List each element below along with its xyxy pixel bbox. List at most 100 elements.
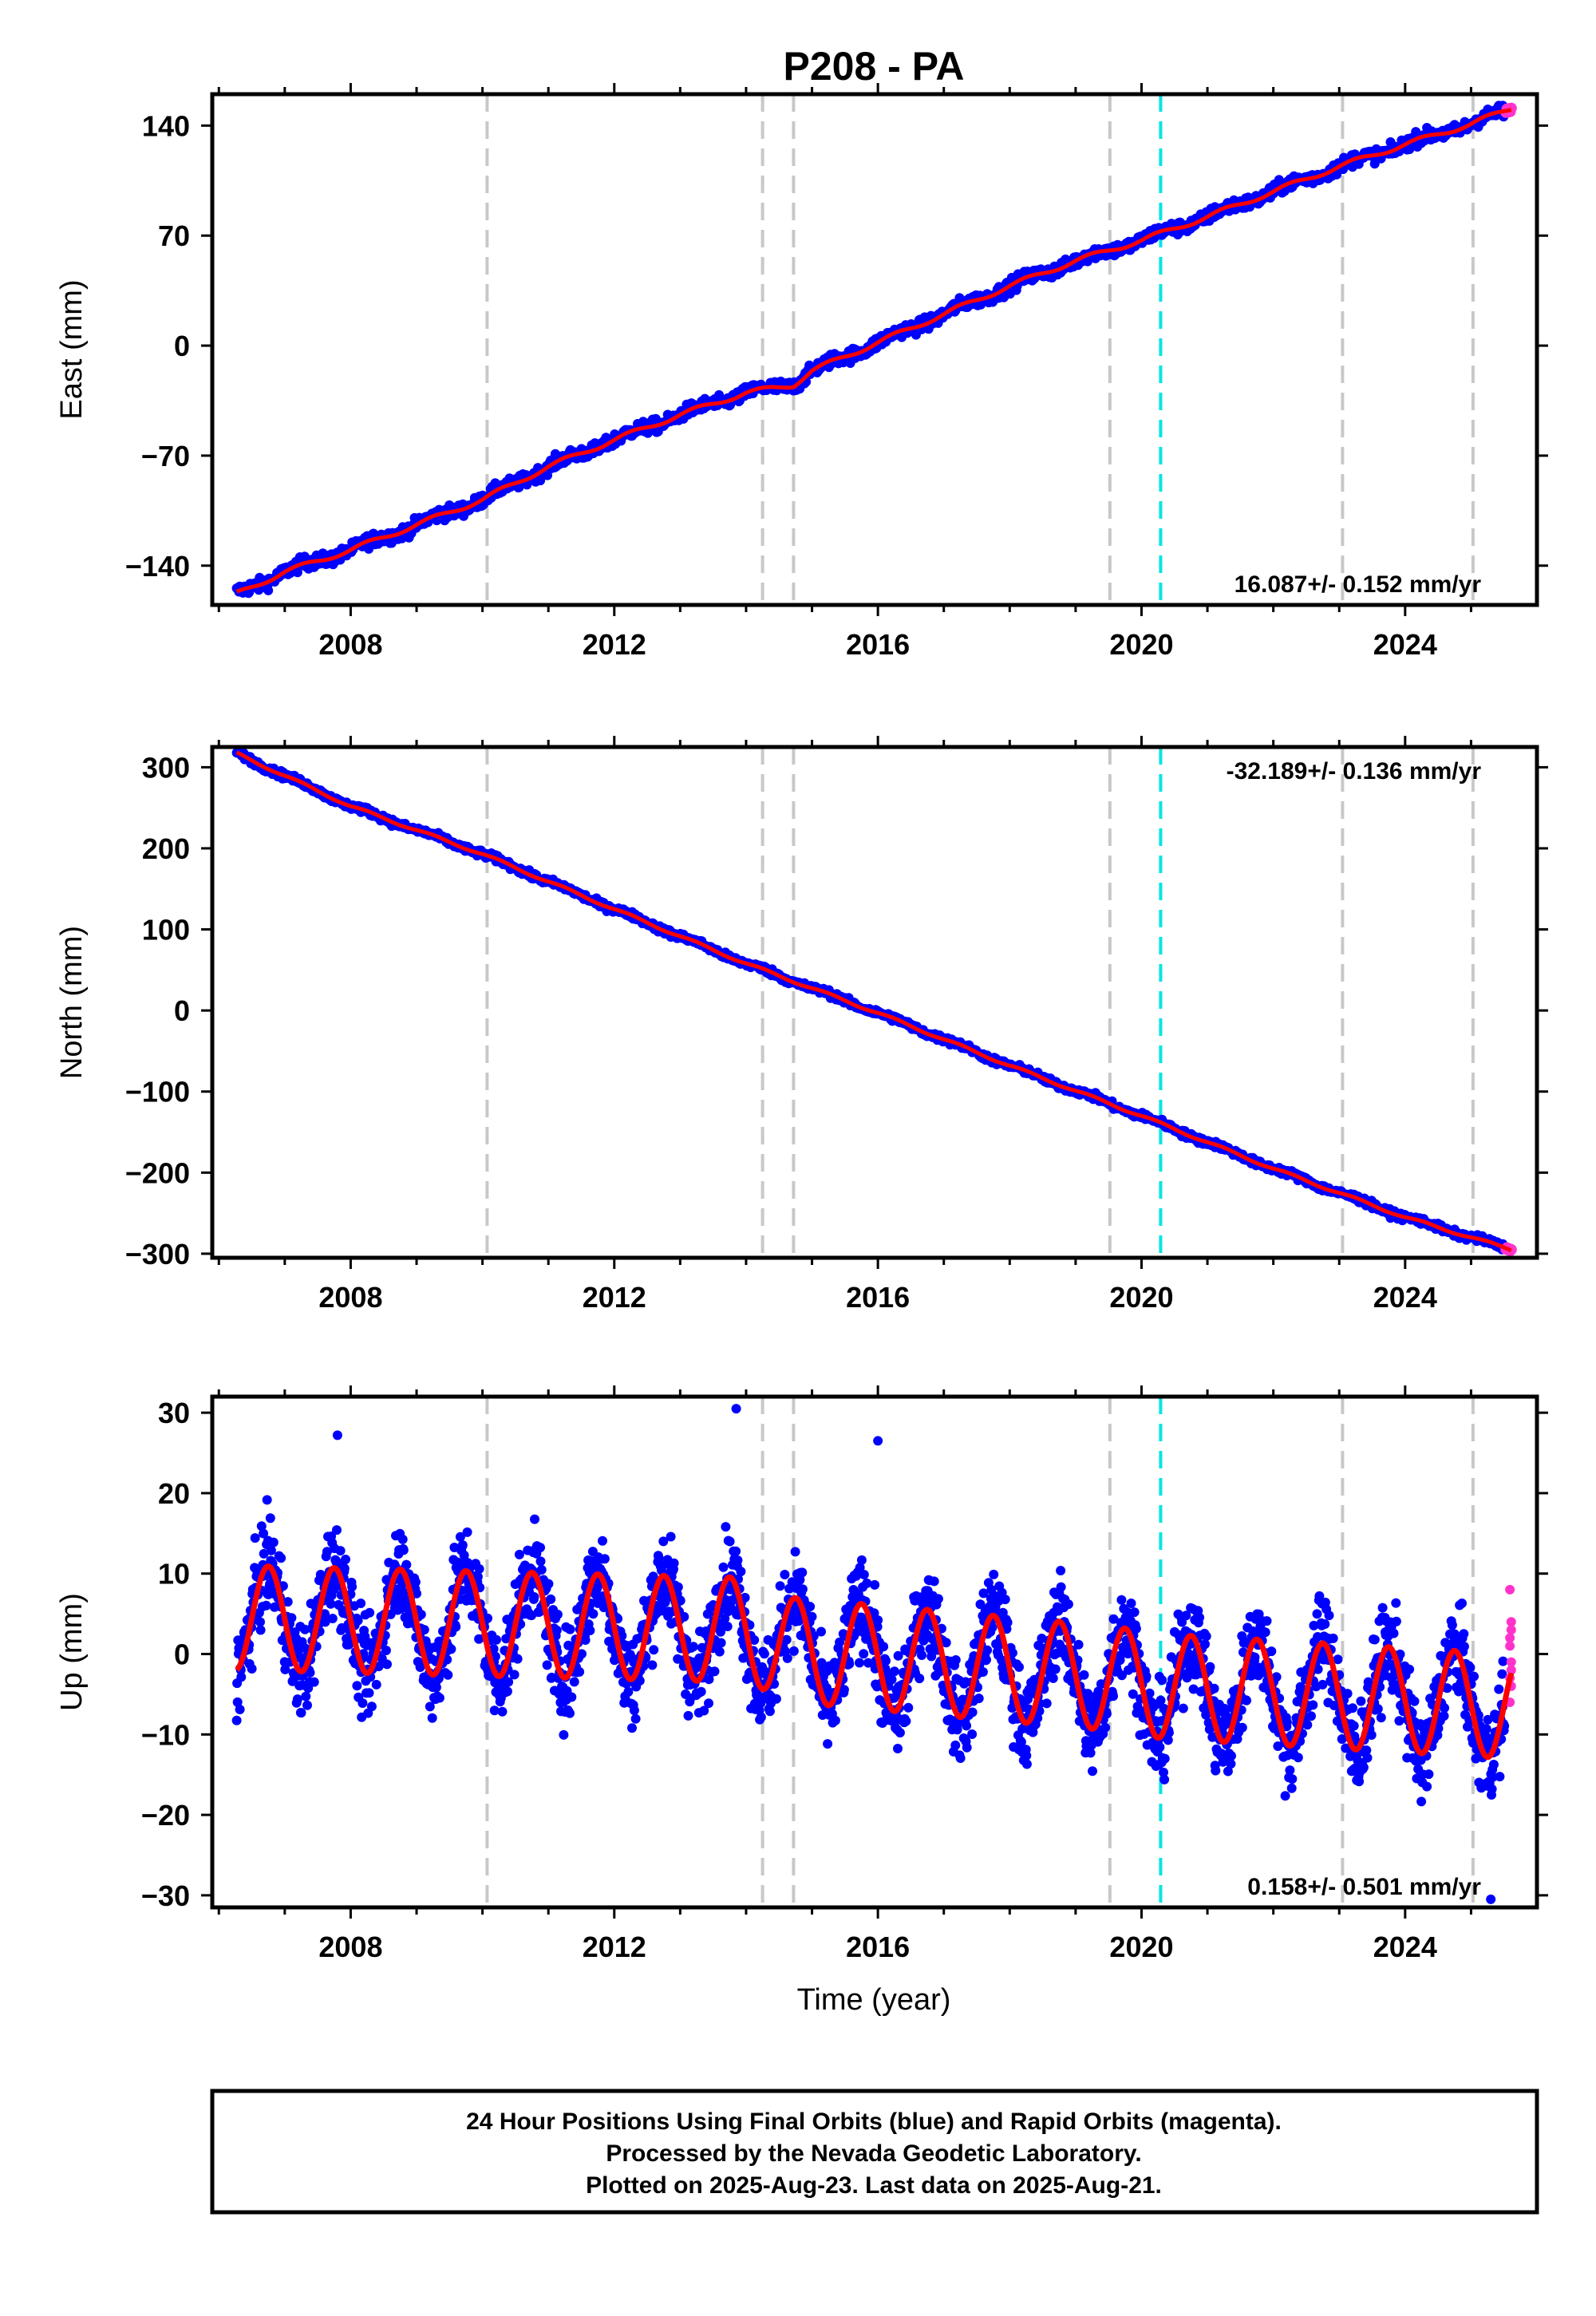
data-point: [302, 1700, 312, 1710]
data-point: [296, 1708, 306, 1718]
data-point: [733, 1555, 743, 1565]
data-point: [580, 1635, 591, 1645]
x-tick-label: 2008: [318, 1281, 382, 1314]
data-point: [950, 1655, 961, 1665]
data-point: [823, 1739, 833, 1749]
data-point: [565, 1624, 575, 1634]
data-point: [630, 1713, 641, 1724]
data-point: [543, 470, 552, 480]
data-point: [830, 1715, 840, 1725]
data-point: [446, 1644, 456, 1654]
data-point: [873, 1615, 883, 1626]
data-point: [529, 1592, 539, 1602]
data-point: [696, 1686, 706, 1697]
data-point: [398, 1545, 409, 1555]
data-point: [247, 1664, 257, 1674]
data-point: [543, 1579, 554, 1589]
east-rate-label: 16.087+/- 0.152 mm/yr: [1235, 571, 1482, 598]
data-point: [381, 1646, 391, 1655]
data-point: [565, 1708, 575, 1718]
data-point: [546, 1594, 556, 1604]
data-point: [266, 1545, 276, 1555]
data-point: [683, 1710, 693, 1721]
data-point: [917, 1650, 926, 1660]
data-point: [514, 1549, 524, 1559]
data-point: [535, 1543, 545, 1553]
data-point: [782, 1653, 792, 1663]
data-point: [535, 476, 546, 486]
data-point: [666, 1531, 676, 1542]
data-point: [552, 1610, 563, 1619]
data-point: [889, 1666, 899, 1677]
data-point: [881, 1656, 891, 1666]
data-point: [569, 1677, 579, 1687]
data-point: [268, 1537, 279, 1547]
data-point: [950, 1740, 961, 1750]
data-point: [714, 1646, 725, 1657]
x-tick-label: 2016: [846, 628, 910, 661]
data-point: [901, 1716, 911, 1726]
y-tick-label: −140: [125, 550, 190, 583]
data-point: [451, 1622, 461, 1632]
data-point: [780, 1570, 790, 1579]
data-point: [492, 1634, 501, 1645]
data-point: [721, 1522, 731, 1532]
data-point: [623, 1686, 634, 1697]
chart-title: P208 - PA: [784, 44, 965, 89]
data-point: [497, 1706, 508, 1717]
data-point: [286, 1613, 297, 1623]
data-point: [839, 1685, 849, 1695]
y-tick-label: 0: [174, 994, 190, 1027]
data-point: [967, 1729, 978, 1739]
data-point: [265, 1513, 275, 1524]
east-y-axis-label: East (mm): [55, 279, 89, 419]
data-point: [235, 1705, 245, 1714]
data-point: [551, 1625, 562, 1635]
data-point: [262, 1495, 272, 1505]
y-tick-label: 300: [142, 751, 190, 784]
north-y-axis-label: North (mm): [55, 926, 89, 1079]
data-point: [474, 1563, 484, 1574]
x-tick-label: 2024: [1373, 628, 1437, 661]
y-tick-label: −300: [125, 1238, 190, 1271]
data-point: [356, 1599, 366, 1608]
offset-lines: [485, 747, 1475, 1258]
data-point: [790, 1547, 800, 1557]
data-point: [669, 1558, 679, 1568]
x-tick-label: 2020: [1109, 1281, 1173, 1314]
data-point: [255, 1625, 266, 1635]
data-point: [341, 1555, 350, 1564]
data-point: [807, 1611, 817, 1622]
data-point: [955, 1753, 966, 1763]
data-point: [335, 1546, 346, 1556]
data-point: [364, 1688, 374, 1698]
data-point: [759, 1649, 769, 1659]
data-point: [462, 1527, 472, 1537]
data-point: [276, 1553, 286, 1563]
data-point: [962, 1742, 972, 1753]
data-point: [731, 1546, 741, 1556]
data-point: [236, 1672, 247, 1682]
data-point: [797, 1567, 808, 1578]
data-point: [629, 1705, 639, 1716]
y-tick-label: 140: [142, 109, 190, 142]
data-point: [722, 1622, 733, 1631]
data-point: [704, 1698, 713, 1709]
data-point: [382, 1659, 392, 1670]
data-point: [893, 1744, 903, 1753]
data-point: [559, 1729, 569, 1740]
data-point: [585, 1626, 595, 1635]
data-point: [756, 1712, 766, 1722]
data-point: [816, 1626, 826, 1637]
data-point: [859, 1570, 869, 1579]
x-tick-label: 2012: [583, 1281, 646, 1314]
data-point: [365, 1607, 375, 1618]
data-point: [530, 1514, 539, 1524]
data-point: [929, 1576, 939, 1587]
north-rate-label: -32.189+/- 0.136 mm/yr: [1227, 758, 1482, 785]
y-tick-label: 200: [142, 832, 190, 865]
x-tick-label: 2016: [846, 1281, 910, 1314]
data-point: [688, 1642, 698, 1652]
